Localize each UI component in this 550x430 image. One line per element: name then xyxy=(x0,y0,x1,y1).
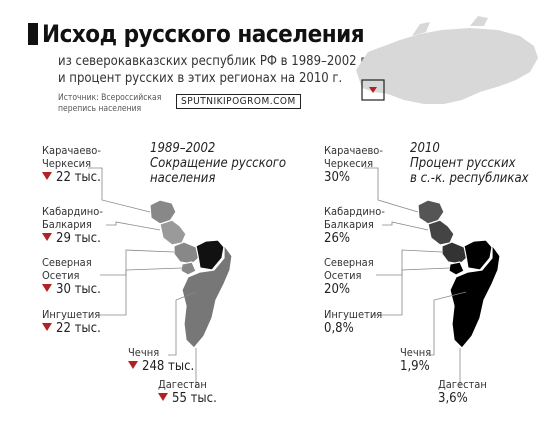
region-value: 26% xyxy=(324,231,350,246)
right-legend-title-2: в с.-к. республиках xyxy=(410,171,529,186)
right-legend-year: 2010 xyxy=(410,141,440,156)
region-value: 0,8% xyxy=(324,321,354,336)
region-name: Черкесия xyxy=(324,157,374,170)
right-region-karachay-cherkessia xyxy=(417,199,445,225)
russia-map-icon xyxy=(356,16,538,104)
down-triangle-icon xyxy=(42,233,52,241)
left-label-karachay-cherkessia: Карачаево- Черкесия 22 тыс. xyxy=(42,144,101,185)
region-value: 248 тыс. xyxy=(142,359,195,374)
left-legend-title-1: Сокращение русского xyxy=(150,156,287,171)
right-region-ingushetia xyxy=(448,261,465,276)
right-region-chechnya xyxy=(463,239,493,271)
region-value: 22 тыс. xyxy=(56,170,101,185)
region-name: Карачаево- xyxy=(42,144,101,157)
left-region-kabardino-balkaria xyxy=(159,219,187,246)
right-label-dagestan: Дагестан 3,6% xyxy=(438,378,487,406)
region-name: Кабардино- xyxy=(324,205,385,218)
left-region-ingushetia xyxy=(180,261,197,276)
right-region-kabardino-balkaria xyxy=(427,219,455,246)
right-label-karachay-cherkessia: Карачаево- Черкесия 30% xyxy=(324,144,383,185)
caucasus-marker-icon xyxy=(369,87,377,93)
left-legend: 1989–2002 Сокращение русского населения xyxy=(150,141,286,186)
region-name: Карачаево- xyxy=(324,144,383,157)
region-value: 3,6% xyxy=(438,391,468,406)
left-region-dagestan xyxy=(181,244,233,349)
right-label-ingushetia: Ингушетия 0,8% xyxy=(324,308,382,336)
region-value: 22 тыс. xyxy=(56,321,101,336)
region-name: Чечня xyxy=(400,346,432,359)
down-triangle-icon xyxy=(42,323,52,331)
region-value: 1,9% xyxy=(400,359,430,374)
source-note: Источник: Всероссийская перепись населен… xyxy=(58,93,178,115)
region-value: 20% xyxy=(324,282,350,297)
left-label-ingushetia: Ингушетия 22 тыс. xyxy=(42,308,101,336)
left-map xyxy=(149,199,233,349)
subtitle-line-2: и процент русских в этих регионах на 201… xyxy=(58,71,343,86)
left-legend-period: 1989–2002 xyxy=(150,141,216,156)
region-name: Осетия xyxy=(324,269,362,282)
region-name: Дагестан xyxy=(158,378,207,391)
source-line-2: перепись населения xyxy=(58,104,142,114)
region-value: 30% xyxy=(324,170,350,185)
region-name: Северная xyxy=(42,256,92,269)
right-leader-lines xyxy=(364,167,467,388)
region-value: 30 тыс. xyxy=(56,282,101,297)
left-legend-title-2: населения xyxy=(150,171,216,186)
right-map xyxy=(417,199,501,349)
region-name: Ингушетия xyxy=(324,308,383,321)
region-name: Балкария xyxy=(42,218,92,231)
region-value: 55 тыс. xyxy=(172,391,217,406)
title-accent-bar xyxy=(28,23,38,45)
left-region-karachay-cherkessia xyxy=(149,199,177,225)
down-triangle-icon xyxy=(158,393,168,401)
right-label-north-ossetia: Северная Осетия 20% xyxy=(324,256,374,297)
down-triangle-icon xyxy=(42,284,52,292)
page-title: Исход русского населения xyxy=(42,20,365,48)
region-name: Чечня xyxy=(128,346,160,359)
region-name: Балкария xyxy=(324,218,374,231)
locator-frame xyxy=(361,79,385,101)
left-leader-lines xyxy=(88,167,197,388)
left-region-north-ossetia xyxy=(173,241,201,265)
right-label-kabardino-balkaria: Кабардино- Балкария 26% xyxy=(324,205,385,246)
left-region-chechnya xyxy=(195,239,225,271)
region-name: Северная xyxy=(324,256,374,269)
right-region-dagestan xyxy=(449,244,501,349)
subtitle-line-1: из северокавказских республик РФ в 1989–… xyxy=(58,54,377,69)
down-triangle-icon xyxy=(128,361,138,369)
left-label-dagestan: Дагестан 55 тыс. xyxy=(158,378,217,406)
left-label-kabardino-balkaria: Кабардино- Балкария 29 тыс. xyxy=(42,205,103,246)
right-region-north-ossetia xyxy=(441,241,469,265)
region-name: Осетия xyxy=(42,269,80,282)
left-label-chechnya: Чечня 248 тыс. xyxy=(128,346,194,374)
region-name: Черкесия xyxy=(42,157,92,170)
right-label-chechnya: Чечня 1,9% xyxy=(400,346,431,374)
right-legend-title-1: Процент русских xyxy=(410,156,516,171)
region-value: 29 тыс. xyxy=(56,231,101,246)
down-triangle-icon xyxy=(42,172,52,180)
region-name: Ингушетия xyxy=(42,308,101,321)
site-badge: SPUTNIKIPOGROM.COM xyxy=(176,94,301,109)
region-name: Дагестан xyxy=(438,378,487,391)
right-legend: 2010 Процент русских в с.-к. республиках xyxy=(410,141,529,186)
region-name: Кабардино- xyxy=(42,205,103,218)
left-label-north-ossetia: Северная Осетия 30 тыс. xyxy=(42,256,101,297)
source-line-1: Источник: Всероссийская xyxy=(58,93,162,103)
